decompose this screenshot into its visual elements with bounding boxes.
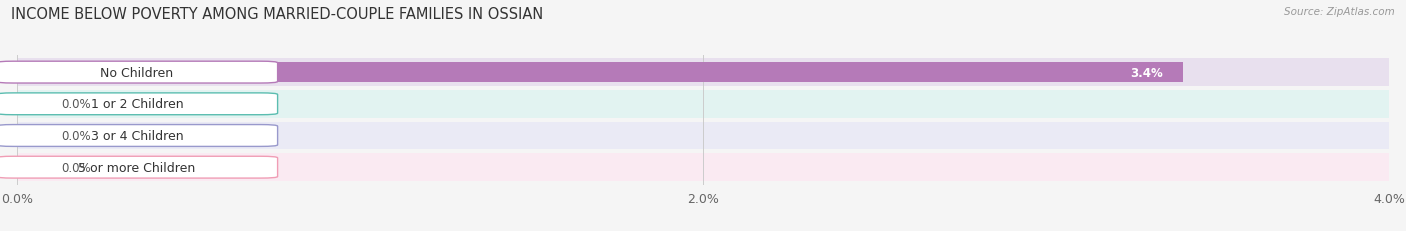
Text: 0.0%: 0.0% — [62, 161, 91, 174]
Bar — [17, 126, 51, 146]
Text: 3 or 4 Children: 3 or 4 Children — [90, 129, 183, 142]
Text: 0.0%: 0.0% — [62, 129, 91, 142]
Bar — [17, 122, 1389, 150]
Text: 3.4%: 3.4% — [1130, 66, 1163, 79]
Text: No Children: No Children — [100, 66, 173, 79]
Bar — [17, 94, 51, 114]
FancyBboxPatch shape — [0, 125, 277, 147]
Text: INCOME BELOW POVERTY AMONG MARRIED-COUPLE FAMILIES IN OSSIAN: INCOME BELOW POVERTY AMONG MARRIED-COUPL… — [11, 7, 544, 22]
Bar — [17, 59, 1389, 87]
Text: 0.0%: 0.0% — [62, 98, 91, 111]
Bar — [17, 154, 1389, 181]
Text: Source: ZipAtlas.com: Source: ZipAtlas.com — [1284, 7, 1395, 17]
Text: 5 or more Children: 5 or more Children — [79, 161, 195, 174]
Text: 1 or 2 Children: 1 or 2 Children — [90, 98, 183, 111]
Bar — [17, 158, 51, 177]
FancyBboxPatch shape — [0, 62, 277, 84]
FancyBboxPatch shape — [0, 157, 277, 178]
Bar — [17, 91, 1389, 118]
FancyBboxPatch shape — [0, 94, 277, 115]
Bar — [17, 63, 1184, 82]
